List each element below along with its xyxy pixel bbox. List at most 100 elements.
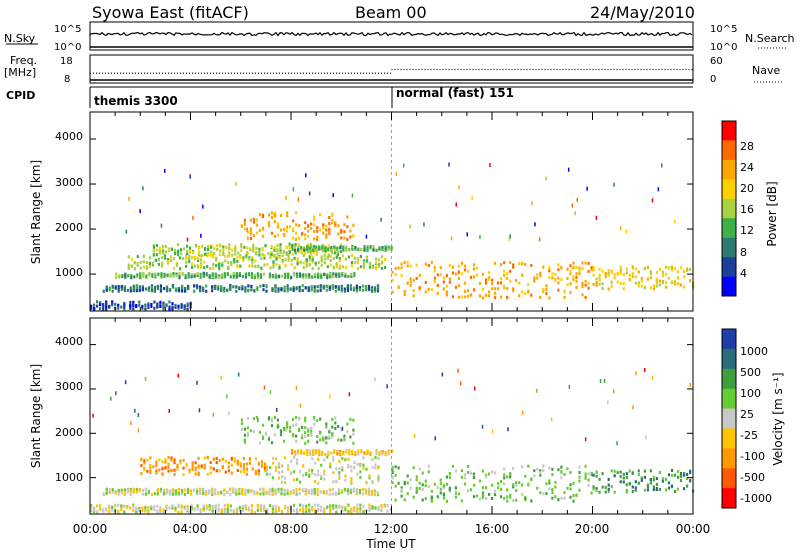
power-cell (466, 289, 470, 293)
power-cell (327, 248, 330, 251)
velocity-cell (199, 510, 202, 513)
power-cell (244, 272, 247, 276)
power-cell (165, 304, 168, 308)
power-cell (512, 287, 515, 291)
velocity-cell (227, 461, 230, 465)
velocity-cell (598, 477, 601, 481)
velocity-cell (380, 504, 383, 508)
power-speckle (545, 176, 547, 181)
power-cell (268, 273, 272, 277)
velocity-cell (257, 462, 260, 466)
power-cell (619, 268, 622, 272)
power-cell (341, 273, 344, 277)
power-cell (221, 263, 224, 267)
power-cell (575, 275, 578, 279)
power-cell (267, 252, 270, 256)
power-cell (488, 290, 491, 294)
velocity-cell (270, 417, 274, 421)
power-cell (322, 223, 325, 227)
power-cell (551, 276, 554, 280)
power-cell (631, 272, 634, 275)
power-cell (427, 264, 430, 267)
velocity-cell (325, 490, 328, 494)
power-cell (303, 248, 306, 252)
velocity-cell (242, 470, 245, 474)
velocity-cell (265, 472, 269, 476)
velocity-cell (268, 492, 271, 496)
velocity-cell (378, 451, 381, 455)
power-cell (296, 272, 299, 276)
velocity-cell (314, 461, 317, 465)
power-cell (179, 252, 183, 256)
power-cell (186, 252, 189, 256)
velocity-cell (598, 490, 601, 494)
power-cell (269, 266, 272, 270)
power-speckle (235, 181, 237, 186)
power-cell (258, 250, 261, 254)
power-cell (587, 281, 590, 285)
velocity-cell (277, 506, 281, 510)
velocity-cell (317, 503, 320, 507)
velocity-speckle (257, 418, 259, 422)
power-cell (273, 220, 277, 224)
velocity-cell (312, 449, 315, 452)
velocity-cell (658, 488, 661, 491)
velocity-cell (491, 497, 494, 500)
power-cell (460, 295, 463, 299)
velocity-cell (263, 469, 267, 473)
power-speckle (567, 167, 570, 172)
power-cell (619, 281, 622, 285)
velocity-speckle (237, 372, 240, 377)
velocity-cell (159, 506, 162, 510)
power-cell (340, 284, 343, 288)
power-cell (331, 214, 334, 218)
velocity-cell (485, 486, 488, 490)
velocity-cell (371, 481, 374, 485)
power-cell (188, 260, 191, 264)
velocity-cell (584, 464, 587, 468)
power-cell (297, 243, 300, 247)
power-cell (533, 277, 536, 281)
power-cell (320, 275, 323, 279)
power-cell (598, 275, 601, 279)
velocity-cell (196, 492, 199, 496)
power-cell (339, 250, 342, 253)
velocity-cell (240, 428, 243, 431)
power-cell (102, 304, 105, 308)
power-cell (150, 289, 153, 293)
power-cell (628, 273, 631, 277)
velocity-cell (286, 491, 289, 495)
velocity-cell (338, 474, 341, 478)
power-cell (254, 264, 257, 268)
velocity-cell (295, 439, 298, 443)
velocity-cell (230, 457, 233, 461)
velocity-cell (655, 482, 658, 486)
power-cell (157, 262, 160, 266)
velocity-cell (161, 472, 164, 476)
power-cell (286, 211, 289, 215)
power-cell (284, 272, 287, 276)
velocity-cell (233, 459, 236, 463)
power-cell (506, 287, 509, 291)
power-cell (313, 285, 316, 289)
power-cell (211, 285, 214, 289)
power-cell (200, 258, 203, 262)
power-cell (286, 229, 289, 233)
power-cell (485, 281, 488, 285)
power-cell (261, 226, 265, 230)
velocity-cell (165, 508, 168, 512)
power-cell (590, 266, 593, 270)
power-cell (270, 211, 274, 215)
power-cell (185, 254, 188, 258)
velocity-cell (291, 449, 294, 452)
velocity-speckle (457, 368, 459, 373)
power-cell (539, 274, 542, 278)
velocity-cell (338, 467, 341, 471)
power-cell (293, 256, 296, 260)
velocity-cell (223, 508, 226, 512)
power-cell (640, 284, 643, 288)
velocity-speckle (603, 378, 606, 383)
velocity-cell (273, 433, 277, 437)
power-cell (277, 275, 281, 279)
power-cell (512, 289, 515, 293)
